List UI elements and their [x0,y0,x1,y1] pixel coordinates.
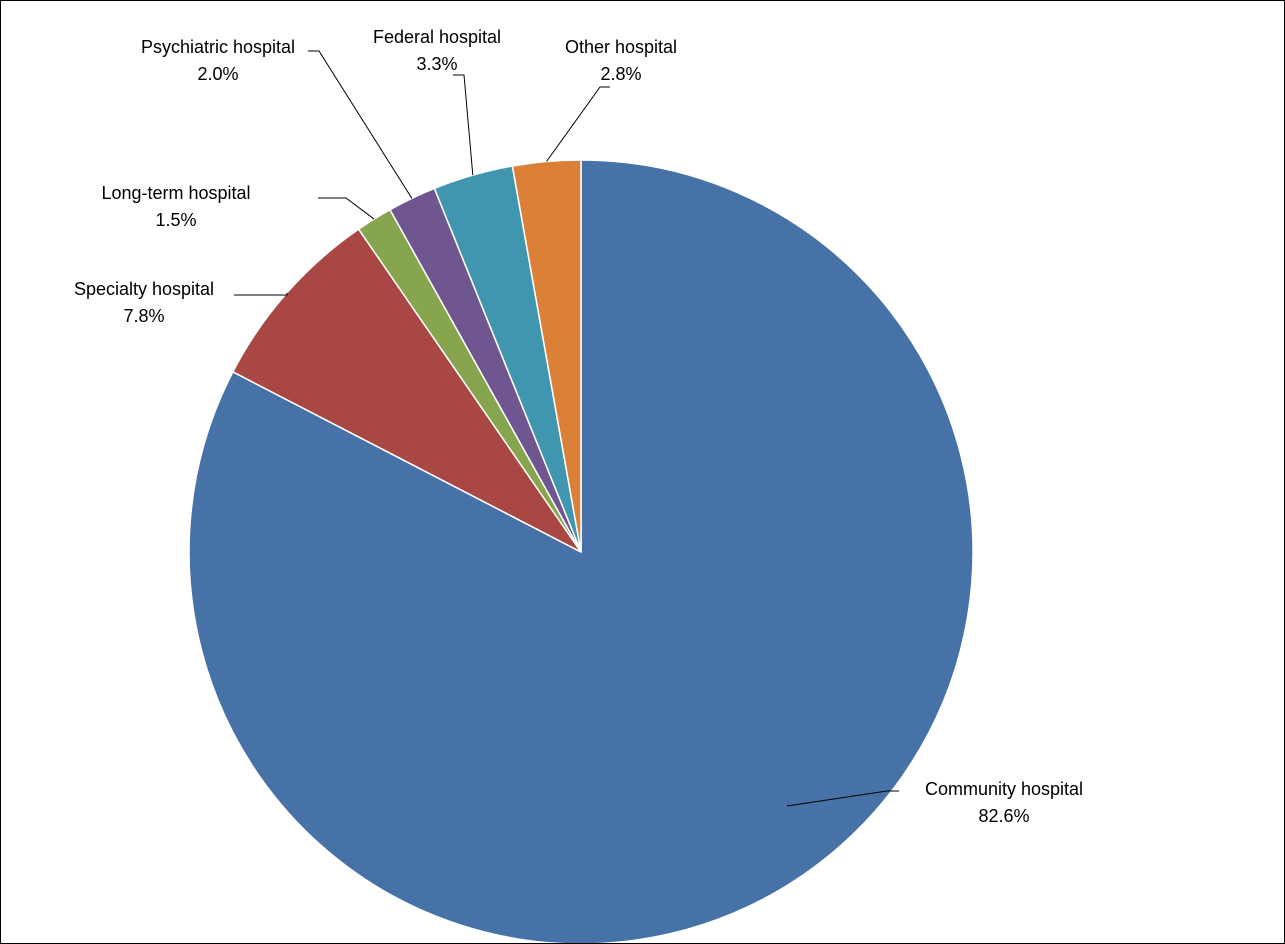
data-label-value-long-term-hospital: 1.5% [155,210,196,230]
data-label-name-community-hospital: Community hospital [925,779,1083,799]
data-label-name-other-hospital: Other hospital [565,37,677,57]
leader-line-federal-hospital [453,74,474,176]
leader-line-long-term-hospital [318,197,375,220]
data-label-value-specialty-hospital: 7.8% [123,306,164,326]
data-label-value-community-hospital: 82.6% [978,806,1029,826]
pie-slice-other-hospital [511,159,582,553]
data-label-value-other-hospital: 2.8% [600,64,641,84]
data-label-name-specialty-hospital: Specialty hospital [74,279,214,299]
slices-layer [188,159,974,943]
data-label-name-long-term-hospital: Long-term hospital [101,183,250,203]
leader-lines-layer [234,50,899,807]
data-label-name-psychiatric-hospital: Psychiatric hospital [141,37,295,57]
leader-line-specialty-hospital [234,292,288,296]
data-label-value-federal-hospital: 3.3% [416,54,457,74]
leader-line-other-hospital [546,86,610,162]
data-labels-layer: Community hospital 82.6% Specialty hospita… [74,27,1083,826]
leader-line-community-hospital [786,790,899,807]
data-label-value-psychiatric-hospital: 2.0% [197,64,238,84]
leader-line-psychiatric-hospital [308,50,413,199]
pie-slice-community-hospital [188,159,974,943]
data-label-name-federal-hospital: Federal hospital [373,27,501,47]
